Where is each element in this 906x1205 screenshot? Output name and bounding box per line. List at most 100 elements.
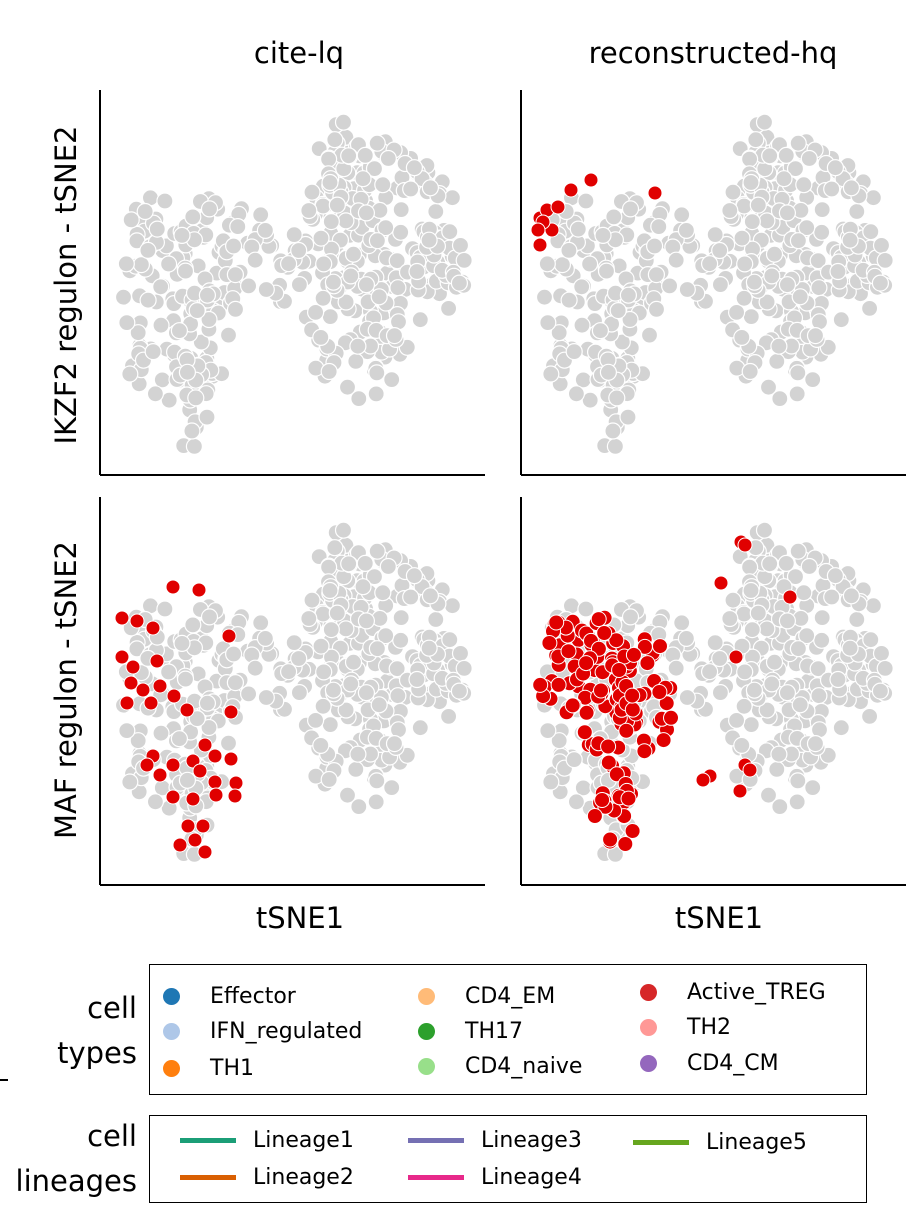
cell-point xyxy=(864,189,883,207)
cell-point xyxy=(350,797,368,816)
cell-point xyxy=(303,183,321,201)
cell-point xyxy=(370,696,388,714)
highlighted-cell-point xyxy=(624,701,641,718)
cell-point xyxy=(778,684,797,702)
cell-point xyxy=(860,299,879,317)
highlighted-cell-point xyxy=(180,818,196,834)
cell-point xyxy=(312,637,330,655)
cell-point xyxy=(700,255,719,273)
cell-point xyxy=(392,201,410,219)
cell-point xyxy=(621,200,640,218)
cell-point xyxy=(813,201,831,219)
cell-point xyxy=(383,371,401,389)
cell-point xyxy=(144,343,162,361)
cell-point xyxy=(368,364,386,382)
cell-point xyxy=(440,707,458,726)
highlighted-cell-point xyxy=(114,649,130,665)
legend-item: Lineage1 xyxy=(180,1128,354,1153)
legend-item: IFN_regulated xyxy=(163,1019,362,1044)
cell-point xyxy=(392,223,410,241)
highlighted-cell-point xyxy=(618,722,635,739)
cell-point xyxy=(535,288,554,306)
cell-point xyxy=(829,670,847,689)
cell-point xyxy=(365,567,384,586)
highlighted-cell-point xyxy=(560,643,577,660)
cell-point xyxy=(408,262,426,281)
cell-point xyxy=(789,364,807,382)
cell-point xyxy=(804,371,822,389)
cell-point xyxy=(427,610,445,629)
cell-point xyxy=(451,236,470,254)
highlighted-cell-point xyxy=(223,751,239,767)
cell-point xyxy=(290,649,308,668)
cell-point xyxy=(804,778,822,797)
line-swatch-icon xyxy=(633,1140,689,1145)
highlighted-cell-point xyxy=(532,676,549,693)
highlighted-cell-point xyxy=(636,638,653,655)
highlighted-cell-point xyxy=(602,831,619,848)
cell-point xyxy=(823,180,841,198)
cell-point xyxy=(735,605,753,623)
xlabel-left: tSNE1 xyxy=(256,901,344,935)
cell-point xyxy=(758,293,776,311)
cell-point xyxy=(724,591,742,609)
scatter-panel xyxy=(520,90,906,476)
highlighted-cell-point xyxy=(782,589,798,605)
cell-point xyxy=(160,255,178,273)
cell-point xyxy=(152,278,170,296)
cell-point xyxy=(791,288,809,306)
legend-item: TH1 xyxy=(163,1056,254,1081)
cell-point xyxy=(876,659,894,678)
cell-point xyxy=(743,213,761,231)
cell-point xyxy=(198,694,216,712)
cell-point xyxy=(370,288,388,306)
cell-point xyxy=(347,352,365,370)
highlighted-cell-point xyxy=(165,579,181,595)
legend-label: Active_TREG xyxy=(687,980,826,1005)
cell-point xyxy=(795,176,813,194)
cell-point xyxy=(711,276,730,294)
cell-point xyxy=(841,231,859,249)
cell-point xyxy=(252,206,270,224)
highlighted-cell-point xyxy=(191,582,207,598)
cell-point xyxy=(813,631,831,649)
cell-point xyxy=(591,322,610,340)
cell-point xyxy=(188,302,206,320)
cell-point xyxy=(122,211,140,229)
cell-point xyxy=(749,196,767,214)
highlighted-cell-point xyxy=(139,757,155,773)
highlighted-cell-point xyxy=(647,185,663,201)
highlighted-cell-point xyxy=(639,655,656,672)
cell-point xyxy=(755,113,774,131)
cell-point xyxy=(560,291,578,309)
highlighted-cell-point xyxy=(624,823,641,839)
highlighted-cell-point xyxy=(550,676,567,693)
legend-item: TH2 xyxy=(640,1015,731,1040)
cell-point xyxy=(320,558,338,576)
highlighted-cell-point xyxy=(530,222,546,238)
highlighted-cell-point xyxy=(119,695,135,711)
cell-point xyxy=(290,683,308,702)
cell-point xyxy=(411,311,429,329)
legend-item: TH17 xyxy=(418,1019,523,1044)
cell-point xyxy=(367,385,385,403)
highlighted-cell-point xyxy=(123,675,139,691)
legend-label: TH1 xyxy=(210,1056,254,1081)
cell-point xyxy=(226,266,244,284)
cell-point xyxy=(368,134,386,152)
cell-point xyxy=(300,609,318,628)
cell-point xyxy=(188,709,206,728)
highlighted-cell-point xyxy=(742,762,758,778)
cell-point xyxy=(184,616,202,634)
legend-label: Lineage2 xyxy=(253,1165,354,1190)
cell-point xyxy=(152,724,170,742)
cell-point xyxy=(597,262,616,280)
cell-point xyxy=(198,408,216,426)
highlighted-cell-point xyxy=(663,709,679,726)
cell-point xyxy=(420,231,438,249)
cell-point xyxy=(645,237,664,255)
legend-item: CD4_CM xyxy=(640,1051,779,1076)
legend-title-line: types xyxy=(57,1036,137,1070)
cell-point xyxy=(770,745,788,763)
highlighted-cell-point xyxy=(195,818,211,834)
